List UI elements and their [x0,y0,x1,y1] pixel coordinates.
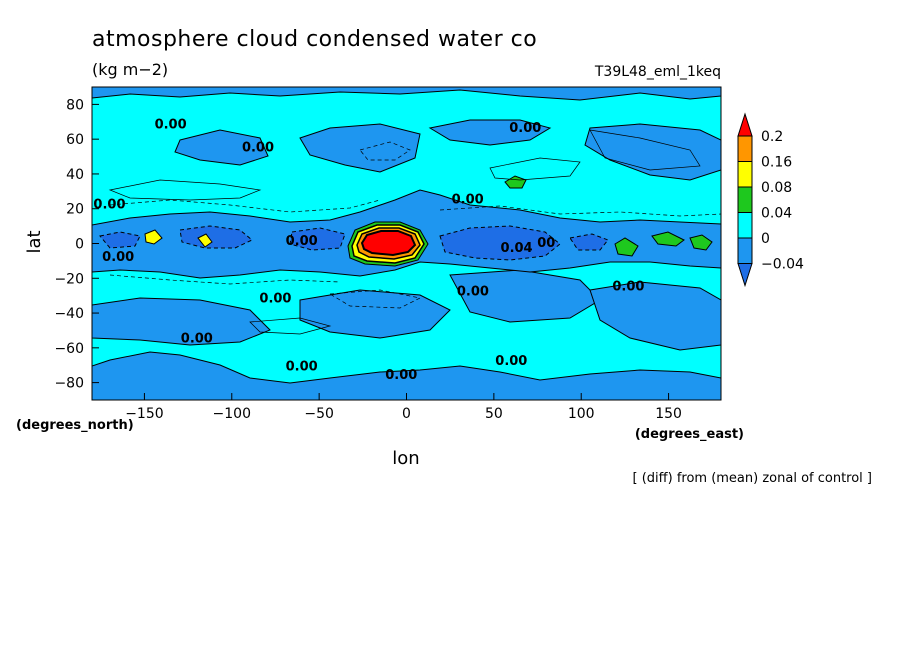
x-unit-label: (degrees_east) [635,427,744,442]
colorbar-segment [737,237,753,264]
region-arctic [92,87,721,101]
region-atlantic-itcz [439,225,561,261]
units-label: (kg m−2) [92,60,168,79]
colorbar-label: 0.16 [761,155,792,171]
y-tick-label: −80 [54,376,84,392]
contour-label: 0.00 [385,368,417,383]
africa-positive [347,221,429,267]
y-tick-label: 0 [75,237,84,253]
footnote: [ (diff) from (mean) zonal of control ] [633,471,872,486]
chart-title: atmosphere cloud condensed water co [92,27,537,52]
region-east-pacific-itcz [179,225,253,249]
colorbar-label: 0 [761,231,770,247]
x-tick-label: 0 [402,406,411,422]
region-antarctic [92,351,721,400]
contour-label: 0.00 [457,285,489,300]
contour-label: 0.00 [286,359,318,374]
region-south-pacific-east [589,281,721,351]
colorbar-bottom-arrow [737,263,753,288]
thin-contours [108,129,701,335]
x-tick-label: 50 [485,406,503,422]
x-axis: −150 −100 −50 0 50 100 150 [125,393,682,422]
region-north-pacific-west [174,129,269,166]
y-unit-label: (degrees_north) [16,418,134,433]
region-north-atlantic [299,123,421,173]
y-tick-label: 40 [66,167,84,183]
plot-area [92,87,721,400]
x-tick-label: −50 [304,406,334,422]
contour-label: 0.00 [259,292,291,307]
dashed-contours [109,141,721,309]
colorbar-segment [737,186,753,213]
contour-label: 0.00 [612,279,644,294]
contour-label: 0.00 [286,234,318,249]
level-0.2 [360,230,417,257]
y-tick-label: 80 [66,97,84,113]
region-small-band-1 [99,231,141,249]
colorbar-label: −0.04 [761,257,804,273]
x-tick-label: 100 [568,406,595,422]
colorbar-label: 0.08 [761,180,792,196]
patch-maritime-green [614,237,639,257]
region-pacific-west-itcz [289,227,346,251]
colorbar-top-arrow [737,112,753,137]
x-tick-label: −100 [213,406,251,422]
y-axis: 80 60 40 20 0 −20 −40 −60 −80 [54,97,99,392]
contour-label: 0.00 [181,332,213,347]
region-small-band-2 [569,233,609,251]
patch-atlantic-thin [144,229,163,245]
x-tick-label: 150 [655,406,682,422]
contour-label: 0.00 [93,198,125,213]
contour-label: 0.00 [495,354,527,369]
colorbar: 0.2 0.16 0.08 0.04 0 −0.04 [737,112,804,288]
colorbar-segment [737,161,753,188]
strong-negative-regions [99,225,609,261]
colorbar-label: 0.2 [761,129,783,145]
region-siberia [428,119,552,146]
region-east-asia [584,123,721,181]
negative-regions [92,87,721,400]
y-tick-label: 60 [66,132,84,148]
y-tick-label: −60 [54,341,84,357]
colorbar-segment [737,212,753,239]
x-axis-label: lon [392,448,419,469]
contour-label: 0.04 [501,241,533,256]
patch-pacific-green [651,231,685,247]
contour-label: 0.00 [242,140,274,155]
region-southern-ocean-west [92,297,271,346]
colorbar-label: 0.04 [761,206,792,222]
contour-label: 0.00 [509,121,541,136]
y-tick-label: 20 [66,202,84,218]
y-tick-label: −20 [54,271,84,287]
patch-pacific-yellow [689,234,713,251]
contour-label: 0.00 [155,118,187,133]
x-tick-label: −150 [125,406,163,422]
patch-east-pac-thin [197,233,213,248]
contour-label: 00 [537,236,555,251]
y-tick-label: −40 [54,306,84,322]
contour-label: 0.00 [452,193,484,208]
contour-label: 0.00 [102,250,134,265]
colorbar-segment [737,135,753,162]
experiment-label: T39L48_eml_1keq [594,64,721,80]
y-axis-label: lat [24,230,45,253]
contour-labels: 0.00 0.00 0.00 0.00 0.00 0.00 0.00 0.00 0.00 0.00… [93,118,644,383]
